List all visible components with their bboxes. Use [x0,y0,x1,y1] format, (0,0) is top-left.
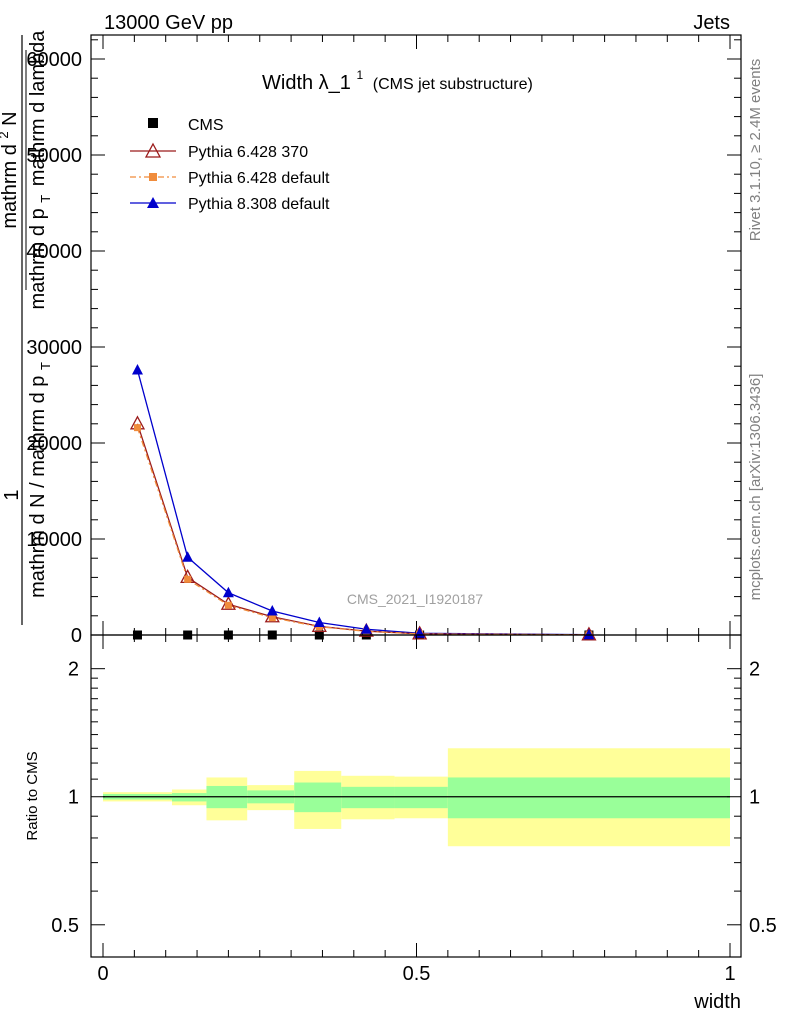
header-process-label: 13000 GeV pp [104,12,233,34]
ratio-y-tick-label-right: 0.5 [749,915,777,937]
main-y-tick-label: 50000 [26,145,82,167]
main-y-tick-label: 10000 [26,529,82,551]
ratio-y-tick-labels: 0.5 0.5 1 1 2 2 [51,659,777,937]
legend: CMS Pythia 6.428 370 Pythia 6.428 defaul… [130,117,330,213]
data-point-pythia6-default [133,424,141,432]
ratio-band-inner [447,777,730,819]
legend-marker-pythia6-default [149,173,157,181]
main-y-tick-labels: 0 10000 20000 30000 40000 50000 60000 [26,49,82,647]
x-axis-label: width [693,991,741,1013]
ratio-y-tick-label-right: 1 [749,787,760,809]
y-label-normalization: mathrm d N / mathrm d p T [27,362,53,598]
data-point-pythia6-default [268,614,276,622]
header-analysis-type: Jets [693,12,730,34]
data-point-pythia6-default [224,601,232,609]
main-y-tick-label: 20000 [26,433,82,455]
y-label-one: 1 [1,489,23,500]
main-y-tick-label: 0 [71,625,82,647]
ratio-band-inner [394,786,448,809]
mcplots-label: mcplots.cern.ch [arXiv:1306.3436] [747,374,764,601]
chart-title-superscript: 1 [357,68,364,82]
x-tick-label: 1 [724,963,735,985]
y-label-numerator: mathrm d 2 N [0,111,21,228]
chart-title-main: Width λ_1 [262,72,351,94]
main-y-axis-label: mathrm d 2 N mathrm d p T mathrm d lambd… [0,30,55,625]
series-line-pythia6-default [136,427,589,636]
data-point-pythia8-default [266,605,278,616]
x-tick-label: 0 [97,963,108,985]
data-point-pythia6-default [184,575,192,583]
ratio-panel: 0.5 0.51 12 2 0 0.5 1 Ratio to CMS width [24,634,777,1013]
main-y-tick-label: 60000 [26,49,82,71]
x-tick-label: 0.5 [403,963,431,985]
ratio-frame [90,634,742,958]
main-axis-ticks [91,35,741,636]
legend-marker-cms [148,118,158,128]
chart-title-subtitle: (CMS jet substructure) [373,76,533,93]
ratio-y-tick-label: 0.5 [51,915,79,937]
analysis-watermark: CMS_2021_I1920187 [347,591,483,607]
series-line-pythia8-default [136,369,589,636]
data-point-pythia8-default [222,586,234,598]
ratio-x-tick-labels: 0 0.5 1 [97,963,735,985]
ratio-axis-ticks [91,635,741,957]
data-point-pythia8-default [182,551,194,562]
y-label-denominator: mathrm d p T mathrm d lambda [27,30,55,310]
main-y-tick-label: 30000 [26,337,82,359]
ratio-y-axis-label: Ratio to CMS [24,751,41,840]
legend-label-pythia6-370: Pythia 6.428 370 [188,144,308,161]
legend-label-cms: CMS [188,117,224,134]
data-point-pythia8-default [313,616,325,628]
legend-label-pythia8-default: Pythia 8.308 default [188,196,330,213]
chart-title: Width λ_1 1 (CMS jet substructure) [262,62,533,94]
data-point-pythia8-default [131,364,143,375]
main-y-tick-label: 40000 [26,241,82,263]
main-panel: 0 10000 20000 30000 40000 50000 60000 Width λ_… [0,30,742,647]
rivet-version-label: Rivet 3.1.10, ≥ 2.4M events [747,59,764,242]
ratio-band-inner [341,786,395,809]
legend-marker-pythia6-370 [144,142,162,158]
legend-label-pythia6-default: Pythia 6.428 default [188,170,330,187]
data-point-pythia8-default [583,628,595,640]
data-point-pythia8-default [360,623,372,634]
ratio-y-tick-label: 2 [68,659,79,681]
legend-marker-pythia8-default [147,197,159,208]
ratio-y-tick-label-right: 2 [749,659,760,681]
ratio-y-tick-label: 1 [68,787,79,809]
